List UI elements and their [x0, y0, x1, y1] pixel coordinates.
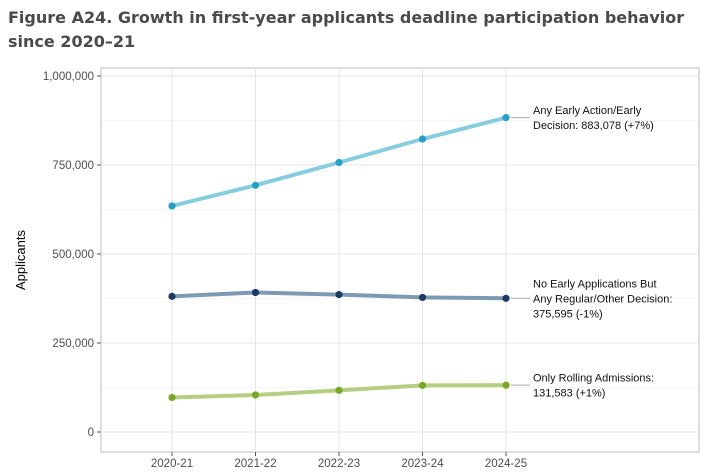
- series-label: No Early Applications But Any Regular/Oth…: [533, 278, 672, 320]
- y-tick-label: 500,000: [52, 249, 94, 261]
- series-label-line: No Early Applications But: [533, 278, 657, 290]
- series-label-line: Only Rolling Admissions:: [533, 373, 654, 385]
- y-tick-label: 750,000: [52, 160, 94, 172]
- x-axis: 2020-21 2021-22 2022-23 2023-24 2024-25: [151, 452, 527, 470]
- gridlines: [101, 68, 699, 452]
- y-axis: 0 250,000 500,000 750,000 1,000,000: [43, 71, 101, 439]
- x-tick-label: 2024-25: [485, 458, 527, 470]
- data-point: [502, 381, 510, 389]
- y-tick-label: 1,000,000: [43, 71, 94, 83]
- data-point: [502, 114, 510, 122]
- data-point: [251, 181, 260, 189]
- series-label-line: 131,583 (+1%): [533, 388, 605, 400]
- data-point: [168, 202, 176, 210]
- series-labels: Any Early Action/Early Decision: 883,078 …: [511, 105, 672, 400]
- x-tick-label: 2023-24: [401, 458, 444, 470]
- y-tick-label: 0: [88, 427, 94, 439]
- data-point: [335, 290, 343, 299]
- series: [168, 114, 510, 402]
- data-point: [168, 292, 176, 300]
- figure-title: Figure A24. Growth in first-year applica…: [8, 8, 685, 51]
- data-point: [168, 393, 176, 402]
- data-point: [335, 386, 343, 394]
- y-axis-title: Applicants: [13, 230, 28, 290]
- data-point: [335, 158, 343, 167]
- series-label-line: Any Regular/Other Decision:: [533, 293, 672, 305]
- series-label-line: Decision: 883,078 (+7%): [533, 120, 654, 132]
- data-point: [251, 391, 260, 399]
- data-point: [418, 293, 427, 302]
- x-tick-label: 2022-23: [318, 458, 360, 470]
- data-point: [418, 135, 427, 143]
- series-label-line: Any Early Action/Early: [533, 105, 642, 117]
- series-label-line: 375,595 (-1%): [533, 308, 603, 320]
- data-point: [502, 294, 510, 302]
- series-label: Only Rolling Admissions: 131,583 (+1%): [533, 373, 654, 400]
- y-tick-label: 250,000: [52, 338, 94, 350]
- x-tick-label: 2020-21: [151, 458, 193, 470]
- series-label: Any Early Action/Early Decision: 883,078 …: [533, 105, 654, 132]
- data-point: [251, 288, 260, 297]
- data-point: [418, 381, 427, 389]
- x-tick-label: 2021-22: [234, 458, 276, 470]
